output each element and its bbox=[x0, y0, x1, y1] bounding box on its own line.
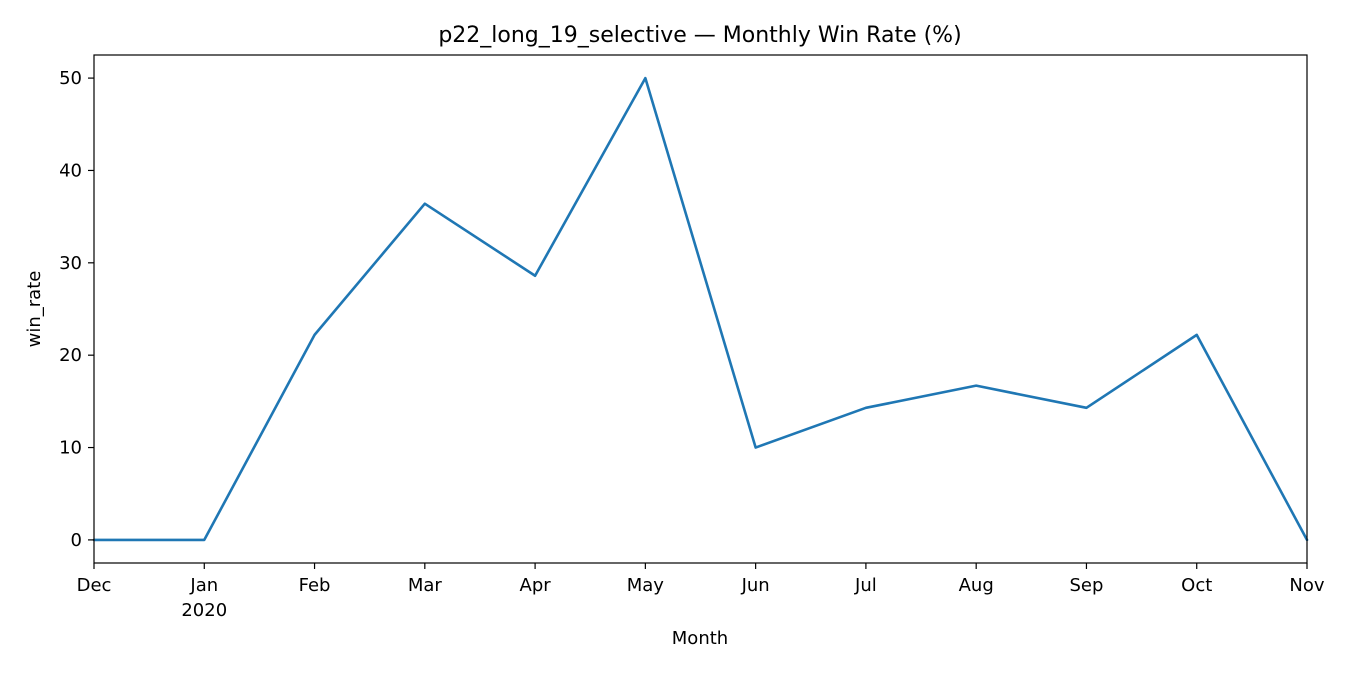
y-tick-label: 10 bbox=[59, 438, 82, 459]
x-tick-label: Sep bbox=[1069, 575, 1103, 596]
x-axis: Dec Jan 2020 Feb Mar Apr May Jun Jul Aug Sep Oct Nov bbox=[77, 563, 1325, 621]
x-tick-sublabel: 2020 bbox=[181, 600, 227, 621]
plot-area bbox=[92, 54, 1309, 564]
y-tick-label: 0 bbox=[71, 530, 82, 551]
x-tick-label: Feb bbox=[299, 575, 331, 596]
x-tick-label: Jul bbox=[854, 575, 877, 596]
plot-frame bbox=[93, 54, 1308, 564]
x-tick-label: Jan bbox=[189, 575, 218, 596]
series-line-0 bbox=[92, 76, 1309, 542]
x-tick-label: Oct bbox=[1181, 575, 1212, 596]
x-tick-label: Dec bbox=[77, 575, 112, 596]
x-tick-label: Nov bbox=[1289, 575, 1324, 596]
y-axis-label: win_rate bbox=[24, 271, 45, 348]
x-tick-label: Mar bbox=[408, 575, 443, 596]
y-tick-label: 30 bbox=[59, 253, 82, 274]
x-tick-label: Apr bbox=[520, 575, 552, 596]
x-tick-label: May bbox=[627, 575, 665, 596]
x-axis-label: Month bbox=[672, 628, 728, 649]
y-axis: 0 10 20 30 40 50 bbox=[59, 68, 94, 551]
y-tick-label: 50 bbox=[59, 68, 82, 89]
chart-title: p22_long_19_selective — Monthly Win Rate… bbox=[438, 23, 961, 48]
y-tick-label: 40 bbox=[59, 160, 82, 181]
y-tick-label: 20 bbox=[59, 345, 82, 366]
x-tick-label: Aug bbox=[959, 575, 994, 596]
x-tick-label: Jun bbox=[741, 575, 770, 596]
